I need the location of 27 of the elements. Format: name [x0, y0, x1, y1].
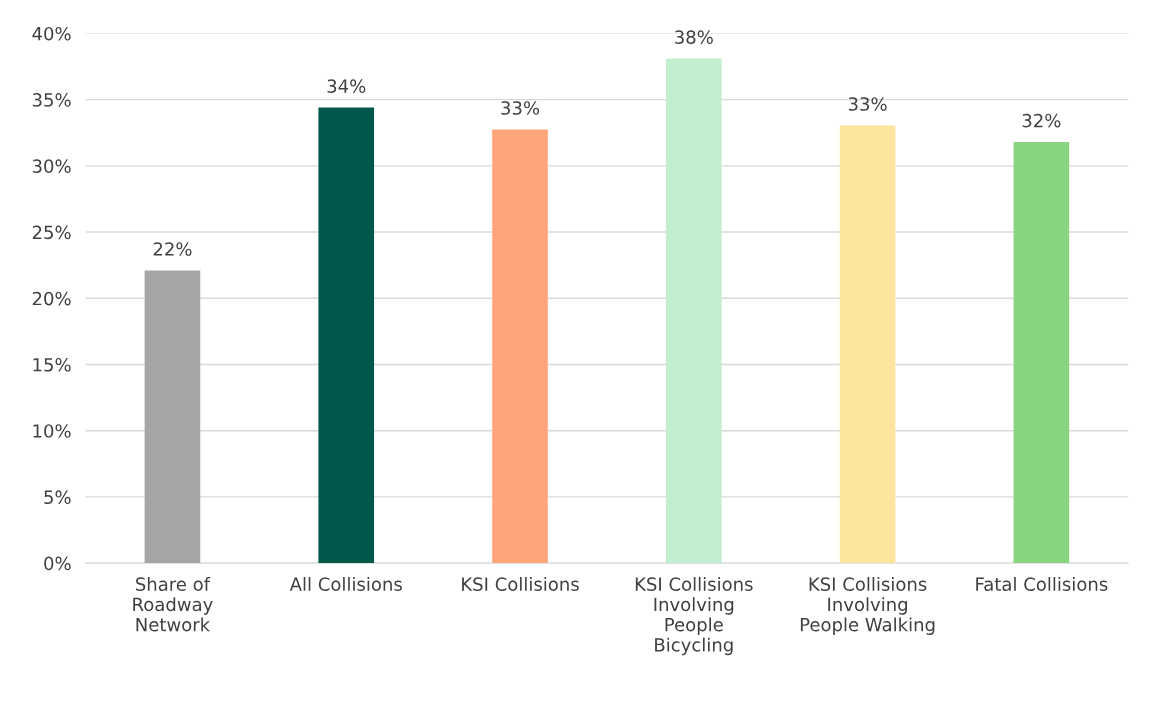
- data-label: 33%: [501, 101, 540, 115]
- data-label: 32%: [1022, 113, 1061, 128]
- data-label: 38%: [675, 30, 713, 44]
- y-tick-label: 35%: [32, 93, 71, 107]
- x-tick-label: KSI Collisions Involving People Bicycling: [635, 577, 753, 656]
- y-tick-label: 40%: [32, 26, 71, 41]
- bar: [318, 107, 375, 564]
- bar: [144, 270, 201, 564]
- y-tick-label: 15%: [33, 357, 71, 372]
- data-label: 33%: [848, 97, 887, 111]
- x-tick-label: Fatal Collisions: [976, 577, 1108, 591]
- x-tick-label: KSI Collisions Involving People Walking: [800, 577, 935, 635]
- y-tick-label: 0%: [44, 556, 71, 571]
- bar: [665, 58, 722, 564]
- bar: [492, 129, 548, 564]
- x-tick-label: All Collisions: [289, 577, 402, 591]
- data-label: 22%: [153, 242, 192, 256]
- data-label: 34%: [327, 79, 366, 93]
- x-tick-label: KSI Collisions: [462, 577, 579, 591]
- x-tick-label: Share of Roadway Network: [133, 577, 213, 632]
- bar: [839, 125, 896, 564]
- y-tick-label: 10%: [33, 424, 71, 438]
- bar: [1013, 142, 1070, 564]
- y-tick-label: 20%: [32, 291, 71, 306]
- y-tick-label: 30%: [32, 159, 71, 173]
- y-tick-label: 5%: [44, 490, 71, 505]
- y-tick-label: 25%: [32, 225, 71, 240]
